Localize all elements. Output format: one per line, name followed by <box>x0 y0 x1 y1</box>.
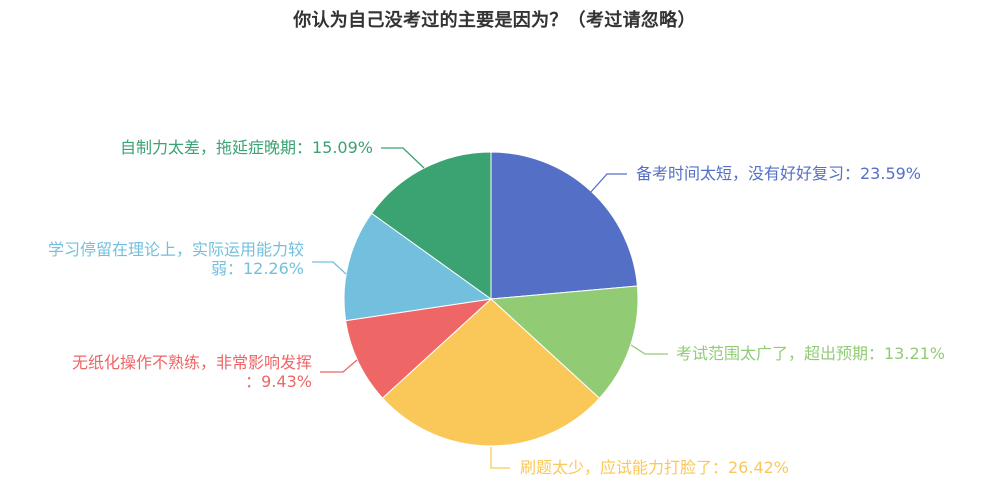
pie-slices <box>343 151 639 447</box>
slice-short-prep-time[interactable] <box>490 151 638 300</box>
leader-lines <box>312 147 668 469</box>
leader-line-yellow <box>490 447 510 469</box>
label-paperless-line2: ：9.43% <box>245 372 312 391</box>
slice-theory-only[interactable] <box>343 212 493 322</box>
leader-line-lightblue <box>312 261 347 275</box>
label-paperless-line1: 无纸化操作不熟练，非常影响发挥 <box>71 353 312 372</box>
label-theory-line2: 弱：12.26% <box>210 259 304 278</box>
leader-line-red <box>320 359 358 373</box>
slice-exam-scope-too-broad[interactable] <box>489 285 639 399</box>
label-short-prep-time: 备考时间太短，没有好好复习：23.59% <box>636 164 922 183</box>
chart-title: 你认为自己没考过的主要是因为？（考过请忽略） <box>293 10 696 31</box>
slice-paperless-unfamiliar[interactable] <box>345 298 493 399</box>
label-theory-only: 学习停留在理论上，实际运用能力较 弱：12.26% <box>48 240 304 278</box>
leader-line-green <box>630 344 668 355</box>
label-procrastination: 自制力太差，拖延症晚期：15.09% <box>119 138 373 157</box>
label-too-few-practice: 刷题太少，应试能力打脸了：26.42% <box>520 458 790 477</box>
slice-too-few-practice[interactable] <box>381 298 601 447</box>
label-exam-scope-too-broad: 考试范围太广了，超出预期：13.21% <box>676 344 946 363</box>
label-paperless-unfamiliar: 无纸化操作不熟练，非常影响发挥 ：9.43% <box>72 353 312 391</box>
slice-procrastination[interactable] <box>370 151 492 300</box>
leader-line-darkgreen <box>381 147 425 169</box>
leader-line-blue <box>589 173 627 194</box>
label-theory-line1: 学习停留在理论上，实际运用能力较 <box>47 240 304 259</box>
